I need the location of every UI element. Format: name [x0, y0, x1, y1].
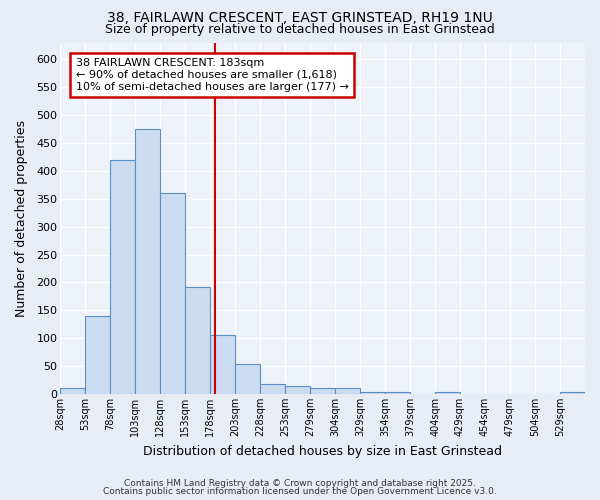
Text: Contains HM Land Registry data © Crown copyright and database right 2025.: Contains HM Land Registry data © Crown c… [124, 478, 476, 488]
Text: 38 FAIRLAWN CRESCENT: 183sqm
← 90% of detached houses are smaller (1,618)
10% of: 38 FAIRLAWN CRESCENT: 183sqm ← 90% of de… [76, 58, 349, 92]
Bar [135, 129, 160, 394]
Bar [310, 388, 335, 394]
Bar [260, 384, 285, 394]
Y-axis label: Number of detached properties: Number of detached properties [15, 120, 28, 317]
Bar [185, 287, 210, 394]
Bar [60, 388, 85, 394]
Bar [335, 388, 360, 394]
Bar [85, 316, 110, 394]
Text: Contains public sector information licensed under the Open Government Licence v3: Contains public sector information licen… [103, 487, 497, 496]
Bar [560, 392, 585, 394]
Bar [385, 392, 410, 394]
Bar [235, 364, 260, 394]
Text: 38, FAIRLAWN CRESCENT, EAST GRINSTEAD, RH19 1NU: 38, FAIRLAWN CRESCENT, EAST GRINSTEAD, R… [107, 12, 493, 26]
Bar [435, 392, 460, 394]
Bar [360, 392, 385, 394]
Bar [110, 160, 135, 394]
Bar [285, 386, 310, 394]
Bar [160, 193, 185, 394]
Text: Size of property relative to detached houses in East Grinstead: Size of property relative to detached ho… [105, 22, 495, 36]
Bar [210, 336, 235, 394]
X-axis label: Distribution of detached houses by size in East Grinstead: Distribution of detached houses by size … [143, 444, 502, 458]
